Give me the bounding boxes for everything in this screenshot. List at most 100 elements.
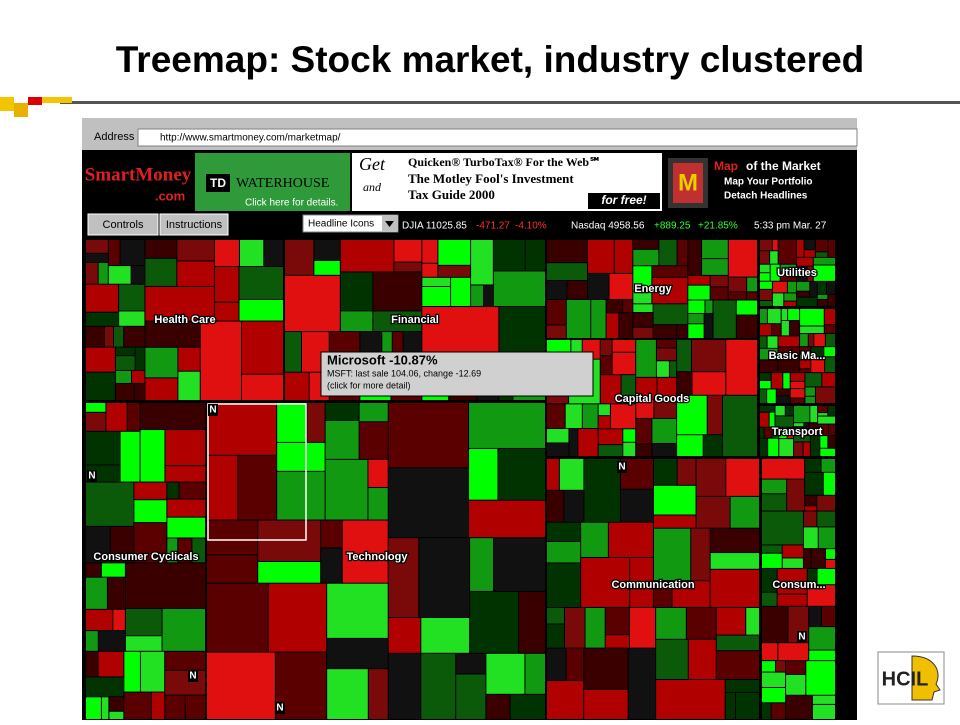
stock-cell [779,439,794,456]
stock-cell [456,653,486,674]
stock-cell [813,257,835,265]
dropdown[interactable] [302,214,399,233]
stock-cell [656,607,686,639]
stock-cell [768,438,779,456]
deco-square [28,97,42,105]
tooltip [320,351,594,397]
stock-cell [368,459,388,488]
button[interactable] [159,213,229,236]
dropdown-arrow [385,221,394,227]
stock-cell [797,266,807,281]
stock-cell [805,472,823,495]
stock-cell [810,406,818,423]
smartmoney-logo[interactable] [86,153,192,211]
stock-cell [797,257,813,266]
stock-cell [654,399,677,418]
stock-cell [584,689,628,719]
stock-cell [653,485,696,515]
stock-cell [145,240,177,258]
logo-text: .com [155,188,185,203]
sector-label: Capital Goods [615,393,690,405]
treemap[interactable]: Health Care Financial Energy Utilities Basic… [86,238,838,720]
stock-cell [767,309,781,324]
stock-cell [614,240,633,273]
stock-cell [730,496,759,528]
stock-cell [782,558,803,568]
stock-cell [177,261,214,286]
highlight-box [207,403,307,541]
stock-cell [86,403,106,412]
stock-cell [807,585,835,606]
stock-cell [125,563,205,608]
stock-cell [192,538,205,563]
address-field[interactable] [137,128,858,147]
stock-cell [620,489,653,522]
stock-cell [114,326,124,347]
stock-cell [652,277,688,304]
stock-cell [239,266,283,299]
stock-cell [471,285,484,307]
stock-cell [771,324,781,336]
stock-cell [728,240,757,277]
stock-cell [167,482,179,499]
stock-cell [86,262,98,284]
stock-cell [677,435,703,456]
sector-label: Energy [634,283,672,295]
map-link[interactable]: Detach Headlines [724,191,808,202]
marker-box [208,404,218,416]
stock-cell [767,389,776,403]
stock-cell [762,553,782,568]
stock-cell [659,240,677,266]
stock-cell [619,313,633,338]
stock-cell [828,436,835,448]
stock-cell [728,292,747,300]
stock-cell [127,403,140,431]
stock-cell [636,399,654,418]
dropdown-label: Headline Icons [308,219,374,230]
stock-cell [803,511,817,527]
stock-cell [760,427,764,438]
stock-cell [327,583,388,638]
stock-cell [421,617,470,653]
stock-cell [710,553,759,569]
stock-cell [784,301,797,306]
stock-cell [547,404,565,429]
stock-cell [238,455,277,520]
stock-cell [777,568,807,594]
stock-cell [818,424,829,436]
stock-cell [776,389,790,396]
stock-cell [760,348,778,360]
map-link[interactable]: Map Your Portfolio [724,177,813,188]
button[interactable] [87,213,159,236]
stock-cell [780,272,797,281]
stock-cell [285,372,309,400]
map-title: Map [714,159,738,173]
stock-cell [167,517,205,538]
stock-cell [151,692,165,719]
stock-cell [239,240,264,266]
stock-cell [124,692,151,719]
stock-cell [547,299,566,325]
stock-cell [621,375,636,404]
stock-cell [359,403,388,422]
stock-cell [762,661,776,672]
stock-cell [688,240,702,275]
stock-cell [325,403,359,420]
stock-cell [790,398,805,403]
stock-cell [591,299,606,338]
ad-text: Tax Guide 2000 [408,187,495,202]
stock-cell [710,287,728,300]
url: http://www.smartmoney.com/marketmap/ [160,133,341,144]
stock-cell [677,459,696,485]
stock-cell [653,325,677,338]
stock-cell [818,413,828,416]
stock-cell [605,635,629,648]
stock-cell [456,674,486,719]
stock-cell [438,240,471,265]
stock-cell [86,284,119,312]
stock-cell [134,523,167,563]
stock-cell [392,332,403,356]
stock-cell [817,568,835,585]
stock-cell [321,520,342,548]
